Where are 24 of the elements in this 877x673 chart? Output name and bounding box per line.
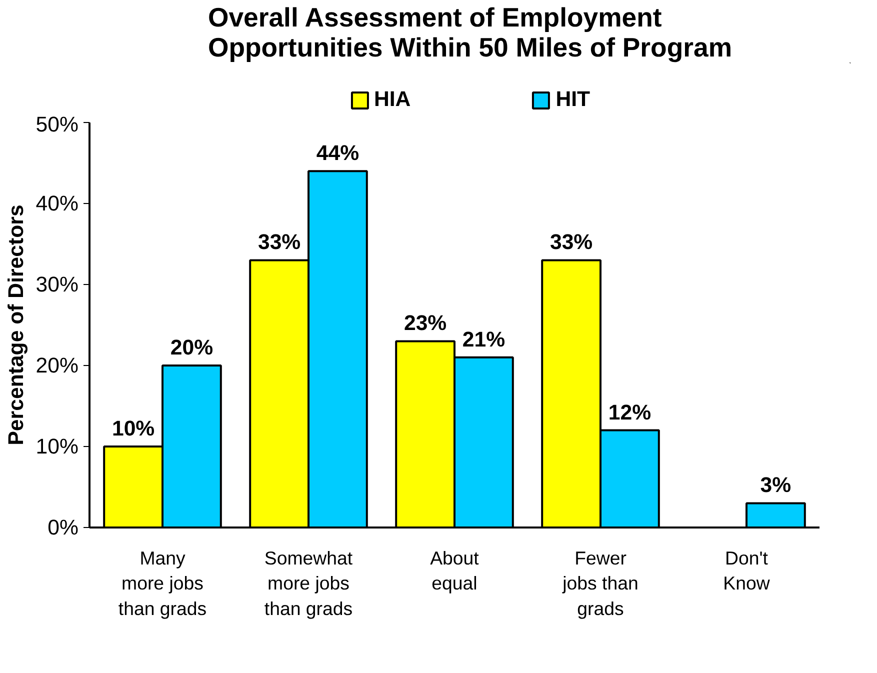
y-tick-label: 20%: [36, 354, 79, 378]
data-label: 33%: [258, 230, 301, 254]
data-label: 12%: [608, 400, 652, 424]
chart-title: Overall Assessment of Employment Opportunities Within 50 Miles of Program: [208, 2, 732, 62]
data-label: 21%: [462, 327, 506, 352]
x-tick-label: Fewer jobs than grads: [562, 548, 638, 619]
data-label: 33%: [550, 230, 593, 254]
y-tick-label: 50%: [36, 112, 79, 136]
y-tick-label: 30%: [36, 272, 79, 296]
legend-label: HIA: [374, 87, 411, 112]
data-label: 3%: [760, 473, 792, 498]
data-label: 20%: [170, 336, 214, 360]
x-tick-label: Don't Know: [723, 548, 770, 594]
data-label: 10%: [112, 416, 155, 440]
y-tick-label: 10%: [36, 434, 79, 458]
y-tick-label: 40%: [36, 192, 79, 216]
y-axis-title: Percentage of Directors: [4, 204, 28, 446]
data-label: 44%: [316, 141, 360, 166]
y-tick-label: 0%: [48, 516, 79, 540]
data-label: 23%: [404, 311, 447, 336]
legend-label: HIT: [556, 87, 590, 112]
x-tick-label: Many more jobs than grads: [118, 548, 207, 619]
x-tick-label: Somewhat more jobs than grads: [264, 548, 354, 619]
x-tick-label: About equal: [430, 548, 480, 594]
